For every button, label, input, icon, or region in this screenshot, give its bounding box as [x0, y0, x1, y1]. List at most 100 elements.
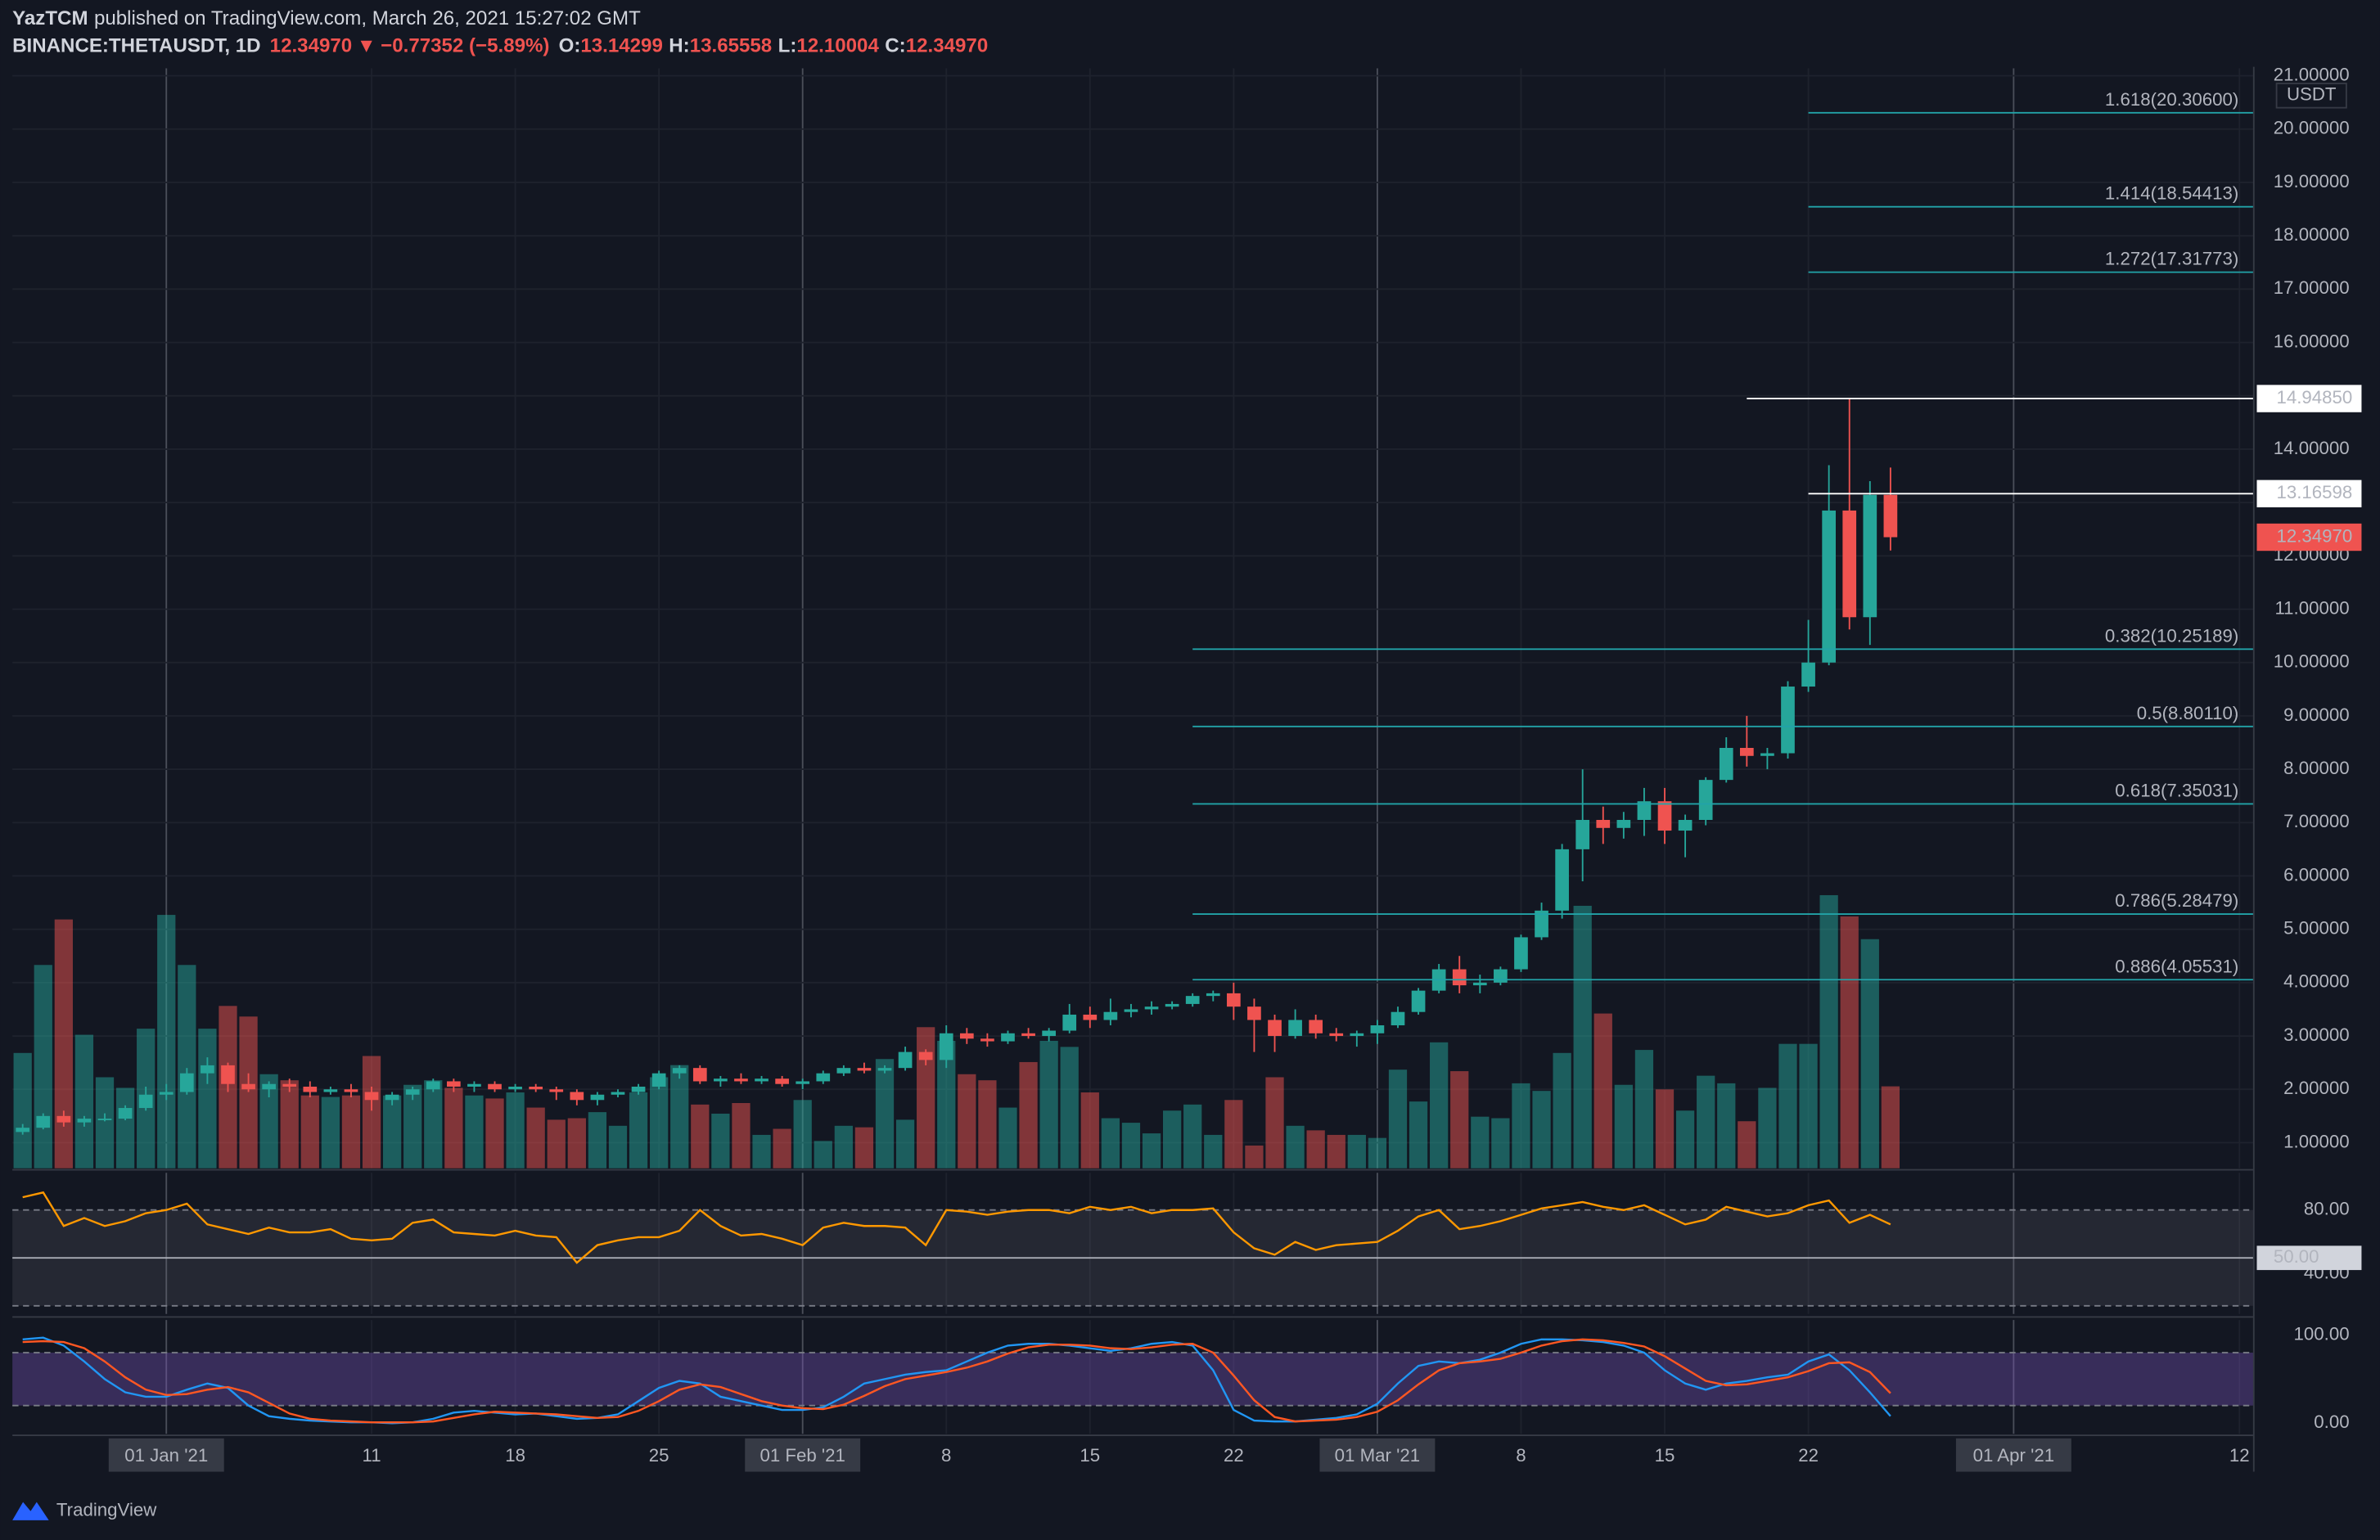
y-tick-label: 8.00000: [2283, 758, 2349, 778]
axes: 01 Jan '21 11 18 25 01 Feb '21 8 15 22 01 Mar '2…: [108, 64, 2362, 1472]
volume-bar: [1778, 1043, 1797, 1169]
candle-body: [1268, 1020, 1282, 1037]
candle-body: [1350, 1033, 1364, 1037]
candle-body: [877, 1068, 892, 1071]
candle-body: [1739, 748, 1754, 756]
volume-bar: [1265, 1077, 1284, 1169]
candle-body: [734, 1078, 748, 1082]
symbol: BINANCE:THETAUSDT, 1D: [12, 35, 260, 57]
candle-body: [1103, 1011, 1118, 1020]
fib-label: 1.618(20.30600): [2105, 89, 2238, 110]
volume-bar: [485, 1098, 504, 1169]
candle-body: [1472, 982, 1487, 986]
candle-body: [1391, 1011, 1405, 1026]
last: 12.34970: [270, 35, 353, 57]
candle-body: [385, 1094, 399, 1101]
volume-bar: [1450, 1071, 1469, 1169]
volume-bar: [978, 1080, 997, 1169]
volume-bar: [1039, 1040, 1058, 1169]
x-tick-label: 01 Apr '21: [1973, 1445, 2055, 1466]
volume-bar: [1675, 1110, 1695, 1169]
x-tick-label: 15: [1655, 1445, 1675, 1466]
candle-body: [1144, 1006, 1159, 1010]
ohlc-value: 13.14299: [580, 35, 663, 57]
candle-body: [179, 1073, 194, 1092]
candle-body: [426, 1081, 440, 1090]
volume-bar: [444, 1087, 463, 1169]
volume-bar: [321, 1096, 340, 1169]
volume-bar: [1183, 1104, 1202, 1169]
volume-bar: [1799, 1043, 1818, 1169]
y-tick-label: 3.00000: [2283, 1024, 2349, 1045]
volume-bar: [280, 1080, 299, 1169]
y-tick-label: 4.00000: [2283, 971, 2349, 992]
volume-bar: [1204, 1134, 1223, 1169]
candle-body: [1596, 820, 1611, 828]
candle-body: [405, 1089, 420, 1095]
volume-bar: [793, 1100, 812, 1169]
volume-bar: [670, 1065, 689, 1169]
x-tick-label: 15: [1080, 1445, 1100, 1466]
volume-bar: [403, 1084, 422, 1169]
candle-body: [1822, 510, 1836, 663]
candle-body: [939, 1033, 953, 1060]
y-tick-label: 2.00000: [2283, 1078, 2349, 1098]
candle-body: [1657, 801, 1672, 831]
candle-body: [775, 1078, 789, 1084]
candle-body: [1514, 937, 1528, 970]
candle-body: [796, 1081, 810, 1084]
time-label-box: [1955, 1438, 2071, 1472]
volume-bar: [300, 1095, 319, 1169]
volume-bar: [1881, 1086, 1900, 1169]
candle-body: [1698, 780, 1713, 821]
volume-bar: [1388, 1069, 1408, 1169]
candle-body: [959, 1033, 974, 1039]
volume-bar: [178, 965, 196, 1169]
candle-body: [857, 1068, 872, 1071]
y-tick-label: 9.00000: [2283, 705, 2349, 725]
candle-body: [631, 1086, 646, 1092]
volume-bar: [54, 919, 73, 1169]
price-label: 14.94850: [2276, 387, 2352, 408]
y-tick-label: 0.00: [2314, 1412, 2349, 1432]
volume-bar: [1368, 1137, 1387, 1169]
volume-bar: [1101, 1118, 1120, 1169]
volume-bar: [465, 1095, 484, 1169]
price-label-box: [2256, 480, 2362, 507]
volume-bar: [74, 1034, 94, 1169]
volume-bar: [1614, 1084, 1633, 1169]
volume-bar: [732, 1102, 751, 1169]
candle-body: [447, 1081, 461, 1087]
indicator-line: [22, 1191, 1891, 1264]
ohlc-key: O:: [559, 35, 581, 57]
fib-label: 1.414(18.54413): [2105, 183, 2238, 204]
candle-body: [1329, 1033, 1344, 1037]
fib-label: 0.618(7.35031): [2115, 780, 2238, 800]
y-tick-label: 18.00000: [2274, 224, 2350, 245]
candle-body: [1001, 1033, 1015, 1042]
candle-body: [714, 1078, 728, 1082]
ohlc-value: 12.10004: [796, 35, 879, 57]
volume-bar: [115, 1087, 135, 1169]
candle-body: [1535, 910, 1548, 938]
candle-body: [898, 1051, 913, 1069]
y-tick-label: 6.00000: [2283, 864, 2349, 885]
volume-bar: [1142, 1133, 1161, 1169]
volume-bar: [1060, 1047, 1079, 1169]
candle-body: [1719, 748, 1733, 781]
volume-bar: [1738, 1121, 1756, 1169]
candle-body: [672, 1068, 687, 1074]
volume-bar: [526, 1107, 545, 1169]
y-tick-label: 20.00000: [2274, 118, 2350, 138]
price-label-box: [2256, 385, 2362, 412]
candle-body: [467, 1083, 481, 1087]
volume-bar: [1860, 939, 1879, 1169]
volume-bar: [239, 1016, 258, 1169]
volume-bar: [588, 1112, 607, 1169]
volume-bar: [1840, 916, 1859, 1169]
y-tick-label: 10.00000: [2274, 651, 2350, 672]
volume-bar: [1409, 1101, 1428, 1169]
candle-body: [241, 1083, 255, 1090]
volume-bar: [13, 1052, 32, 1169]
